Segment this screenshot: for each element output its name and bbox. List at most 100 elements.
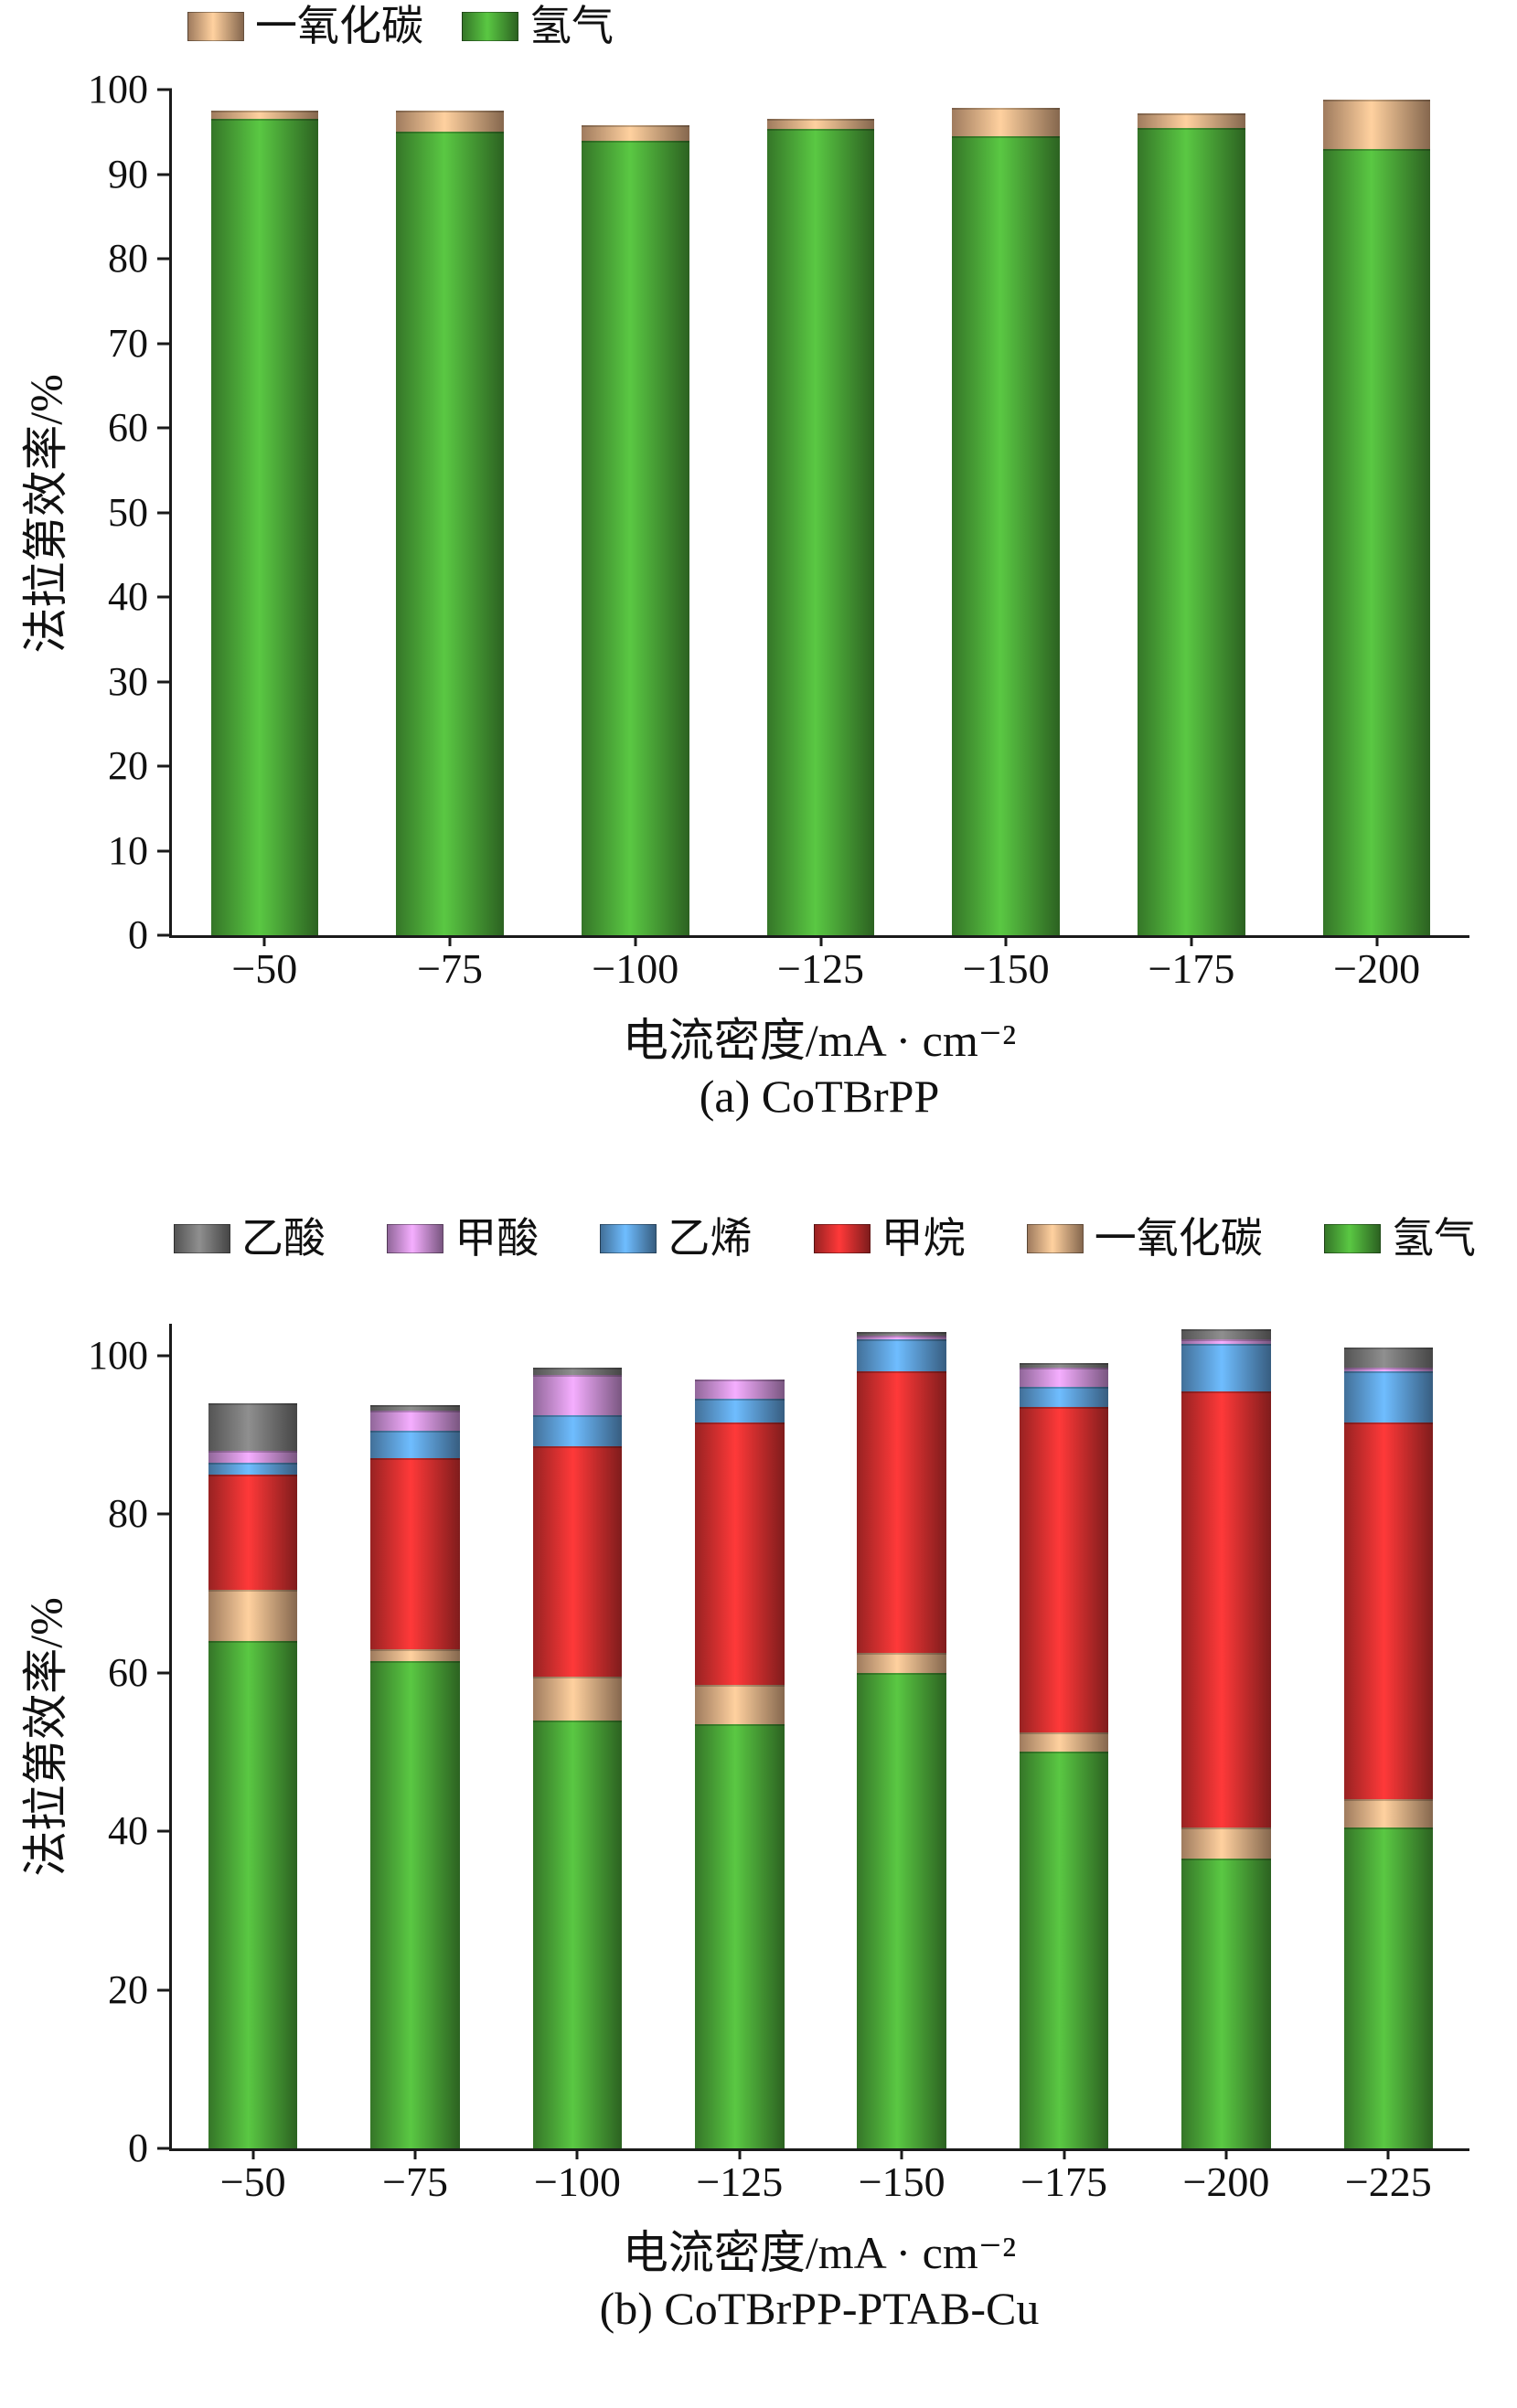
y-tick-label: 60	[108, 1649, 148, 1695]
legend-swatch-carbon-monoxide	[187, 12, 244, 41]
segment-ethylene	[532, 1414, 623, 1447]
x-tick	[1375, 935, 1379, 946]
stacked-bar	[210, 111, 319, 935]
plot-area-a: 0 10 20 30 40 50 60 70 80 90 100 −50 −75 −100 −125 −150…	[88, 69, 1469, 990]
segment-hydrogen	[1322, 148, 1431, 935]
y-tick-label: 100	[88, 1332, 148, 1378]
legend-item-formic-acid: 甲酸	[387, 1218, 539, 1260]
x-tick	[1386, 2148, 1390, 2159]
y-tick	[157, 933, 172, 937]
legend-swatch-formic-acid	[387, 1224, 444, 1253]
segment-hydrogen	[695, 1724, 785, 2148]
segment-hydrogen	[210, 119, 319, 935]
y-tick-label: 0	[128, 2126, 148, 2170]
y-tick	[157, 680, 172, 683]
y-tick	[157, 1988, 172, 1992]
stacked-bar	[857, 1331, 946, 2148]
segment-formic-acid	[695, 1379, 785, 1400]
segment-methane	[857, 1371, 946, 1653]
segment-hydrogen	[952, 135, 1060, 935]
y-tick	[157, 511, 172, 514]
segment-carbon-monoxide	[1138, 112, 1245, 128]
y-tick-label: 40	[108, 1808, 148, 1854]
segment-carbon-monoxide	[396, 111, 504, 133]
segment-carbon-monoxide	[581, 124, 689, 141]
segment-hydrogen	[1181, 1859, 1271, 2148]
y-tick	[157, 342, 172, 345]
segment-methane	[532, 1446, 623, 1677]
legend-swatch-acetic-acid	[174, 1224, 230, 1253]
segment-ethylene	[1019, 1387, 1109, 1408]
x-tick-label: −150	[962, 945, 1050, 992]
stacked-bar	[1343, 1348, 1434, 2148]
segment-carbon-monoxide	[210, 111, 319, 120]
x-tick	[1190, 935, 1193, 946]
segment-carbon-monoxide	[370, 1648, 460, 1661]
x-tick-label: −200	[1182, 2158, 1270, 2205]
segment-formic-acid	[1343, 1367, 1434, 1372]
legend-item-hydrogen: 氢气	[1323, 1218, 1476, 1260]
x-tick-label: −125	[777, 945, 864, 992]
x-tick	[1063, 2148, 1066, 2159]
x-tick	[634, 935, 637, 946]
legend-item-ethylene: 乙烯	[600, 1218, 752, 1260]
caption-b: (b) CoTBrPP-PTAB-Cu	[599, 2283, 1040, 2334]
segment-carbon-monoxide	[1019, 1731, 1109, 1753]
y-tick	[157, 257, 172, 261]
x-tick	[900, 2148, 903, 2159]
x-tick-label: −175	[1020, 2158, 1108, 2205]
x-tick-label: −100	[533, 2158, 621, 2205]
legend-swatch-carbon-monoxide	[1026, 1224, 1084, 1253]
segment-acetic-acid	[208, 1402, 298, 1451]
legend-item-methane: 甲烷	[813, 1218, 966, 1260]
y-axis-label-b: 法拉第效率/%	[20, 1597, 71, 1877]
segment-ethylene	[857, 1339, 946, 1372]
y-tick-label: 40	[108, 574, 148, 619]
segment-methane	[1019, 1407, 1109, 1732]
x-tick	[575, 2148, 579, 2159]
x-tick	[448, 935, 452, 946]
segment-formic-acid	[1019, 1367, 1109, 1388]
segment-hydrogen	[581, 140, 689, 935]
segment-acetic-acid	[1343, 1348, 1434, 1368]
legend-label-hydrogen: 氢气	[529, 3, 614, 49]
y-tick-label: 70	[108, 320, 148, 366]
segment-carbon-monoxide	[208, 1589, 298, 1641]
y-tick-label: 20	[108, 743, 148, 788]
segment-formic-acid	[857, 1336, 946, 1340]
segment-hydrogen	[396, 132, 504, 935]
y-axis-label-a: 法拉第效率/%	[20, 374, 71, 654]
x-tick-label: −175	[1148, 945, 1235, 992]
segment-carbon-monoxide	[532, 1676, 623, 1721]
y-tick-label: 30	[108, 658, 148, 704]
stacked-bar	[766, 119, 875, 935]
legend-b: 乙酸 甲酸 乙烯 甲烷 一氧化碳 氢气	[174, 1218, 1476, 1260]
segment-hydrogen	[532, 1720, 623, 2148]
legend-swatch-hydrogen	[462, 12, 518, 41]
x-axis-label-a: 电流密度/mA · cm⁻²	[622, 1015, 1017, 1066]
plot-area-b: 0 20 40 60 80 100 −50 −75 −100 −125 −150 −175 −200 −2…	[88, 1324, 1469, 2203]
segment-hydrogen	[1019, 1752, 1109, 2148]
segment-formic-acid	[370, 1411, 460, 1432]
stacked-bar	[370, 1404, 460, 2148]
segment-acetic-acid	[370, 1404, 460, 1412]
y-tick	[157, 1829, 172, 1833]
y-tick	[157, 426, 172, 430]
segment-formic-acid	[532, 1375, 623, 1415]
y-tick-label: 20	[108, 1966, 148, 2012]
segment-methane	[208, 1474, 298, 1590]
x-tick-label: −125	[696, 2158, 784, 2205]
x-tick	[1224, 2148, 1228, 2159]
segment-methane	[370, 1458, 460, 1649]
y-tick	[157, 595, 172, 599]
x-tick	[262, 935, 266, 946]
stacked-bar	[695, 1379, 785, 2148]
y-tick	[157, 764, 172, 768]
segment-hydrogen	[1138, 127, 1245, 935]
y-tick-label: 90	[108, 151, 148, 197]
segment-carbon-monoxide	[766, 119, 875, 130]
stacked-bar	[396, 111, 504, 935]
legend-a: 一氧化碳 氢气	[187, 5, 614, 48]
legend-label-carbon-monoxide: 一氧化碳	[1094, 1215, 1263, 1262]
x-tick	[1004, 935, 1008, 946]
